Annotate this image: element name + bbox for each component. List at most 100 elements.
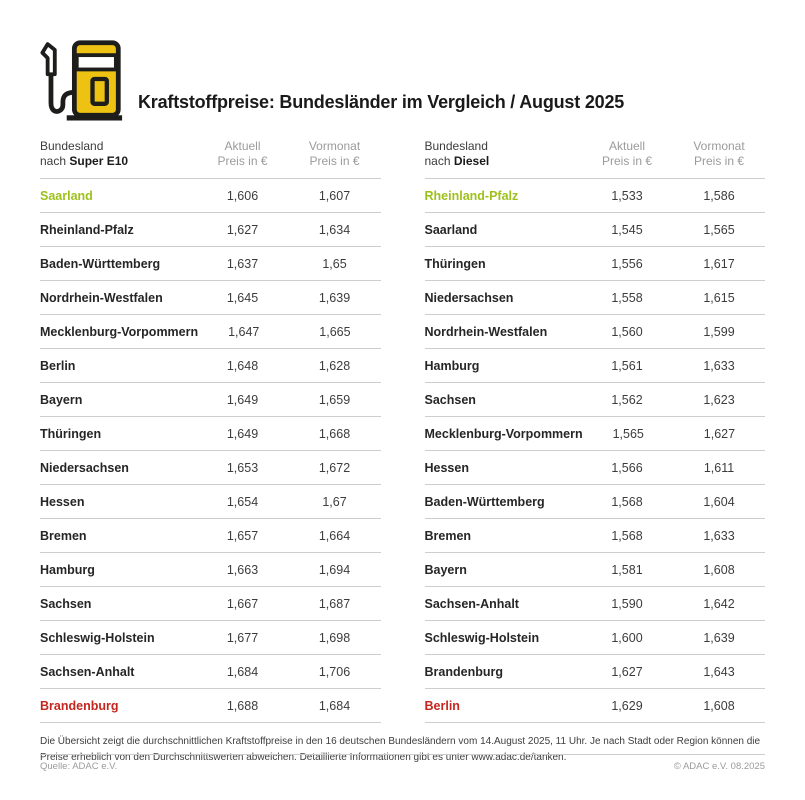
- table-row: Niedersachsen 1,653 1,672: [40, 451, 381, 485]
- table-row: Sachsen-Anhalt 1,590 1,642: [424, 587, 765, 621]
- table-row: Saarland 1,545 1,565: [424, 213, 765, 247]
- price-previous: 1,617: [703, 256, 735, 271]
- price-current: 1,637: [226, 256, 259, 271]
- table-row: Niedersachsen 1,558 1,615: [424, 281, 765, 315]
- table-diesel: Bundesland nach Diesel Aktuell Preis in …: [424, 139, 765, 723]
- column-header-state-line1: Bundesland: [424, 139, 488, 153]
- price-current: 1,560: [611, 324, 643, 339]
- table-row: Bayern 1,649 1,659: [40, 383, 381, 417]
- table-row: Hamburg 1,663 1,694: [40, 553, 381, 587]
- table-row: Baden-Württemberg 1,637 1,65: [40, 247, 381, 281]
- price-previous: 1,659: [318, 392, 351, 407]
- column-header-previous: Vormonat Preis in €: [693, 139, 745, 168]
- price-previous: 1,664: [318, 528, 351, 543]
- price-current: 1,581: [611, 562, 643, 577]
- table-rows: Rheinland-Pfalz 1,533 1,586 Saarland 1,545 1,…: [424, 179, 765, 723]
- price-current: 1,533: [611, 188, 643, 203]
- price-previous: 1,615: [703, 290, 735, 305]
- price-previous: 1,623: [703, 392, 735, 407]
- column-header-fuel-name: Diesel: [453, 154, 490, 168]
- price-current: 1,684: [226, 664, 259, 679]
- price-current: 1,627: [611, 664, 643, 679]
- column-header-fuel-prefix: nach: [40, 154, 67, 168]
- table-row: Bayern 1,581 1,608: [424, 553, 765, 587]
- fuel-pump-icon: [40, 34, 124, 129]
- price-current: 1,562: [611, 392, 643, 407]
- state-name: Brandenburg: [40, 698, 119, 713]
- price-previous: 1,633: [703, 528, 735, 543]
- price-current: 1,627: [226, 222, 259, 237]
- price-previous: 1,642: [703, 596, 735, 611]
- column-header-fuel-prefix: nach: [424, 154, 451, 168]
- state-name: Sachsen-Anhalt: [40, 664, 135, 679]
- bottom-bar: Quelle: ADAC e.V. © ADAC e.V. 08.2025: [40, 754, 765, 772]
- state-name: Bayern: [40, 392, 83, 407]
- table-rows: Saarland 1,606 1,607 Rheinland-Pfalz 1,627 1,…: [40, 179, 381, 723]
- table-row: Bremen 1,568 1,633: [424, 519, 765, 553]
- state-name: Niedersachsen: [40, 460, 129, 475]
- price-previous: 1,586: [703, 188, 735, 203]
- price-current: 1,649: [226, 392, 259, 407]
- price-previous: 1,608: [703, 562, 735, 577]
- price-previous: 1,668: [318, 426, 351, 441]
- state-name: Sachsen: [40, 596, 92, 611]
- state-name: Hamburg: [424, 358, 480, 373]
- table-row: Bremen 1,657 1,664: [40, 519, 381, 553]
- table-row: Hessen 1,654 1,67: [40, 485, 381, 519]
- price-current: 1,663: [226, 562, 259, 577]
- price-previous: 1,634: [318, 222, 351, 237]
- table-row: Nordrhein-Westfalen 1,645 1,639: [40, 281, 381, 315]
- price-current: 1,647: [228, 324, 260, 339]
- price-current: 1,568: [611, 494, 643, 509]
- price-previous: 1,628: [318, 358, 351, 373]
- state-name: Thüringen: [424, 256, 486, 271]
- table-row: Rheinland-Pfalz 1,627 1,634: [40, 213, 381, 247]
- table-row: Schleswig-Holstein 1,600 1,639: [424, 621, 765, 655]
- table-row: Schleswig-Holstein 1,677 1,698: [40, 621, 381, 655]
- state-name: Bayern: [424, 562, 467, 577]
- price-previous: 1,599: [703, 324, 735, 339]
- state-name: Sachsen: [424, 392, 476, 407]
- state-name: Mecklenburg-Vorpommern: [40, 324, 199, 339]
- table-row: Saarland 1,606 1,607: [40, 179, 381, 213]
- table-header: Bundesland nach Diesel Aktuell Preis in …: [424, 139, 765, 179]
- table-super-e10: Bundesland nach Super E10 Aktuell Preis …: [40, 139, 381, 723]
- price-current: 1,590: [611, 596, 643, 611]
- state-name: Rheinland-Pfalz: [424, 188, 519, 203]
- price-previous: 1,67: [322, 494, 347, 509]
- table-row: Thüringen 1,649 1,668: [40, 417, 381, 451]
- price-current: 1,558: [611, 290, 643, 305]
- state-name: Saarland: [40, 188, 93, 203]
- price-current: 1,566: [611, 460, 643, 475]
- price-previous: 1,607: [318, 188, 351, 203]
- price-previous: 1,694: [318, 562, 351, 577]
- price-current: 1,649: [226, 426, 259, 441]
- table-row: Thüringen 1,556 1,617: [424, 247, 765, 281]
- price-current: 1,565: [612, 426, 644, 441]
- column-header-previous: Vormonat Preis in €: [308, 139, 361, 168]
- state-name: Hessen: [40, 494, 85, 509]
- column-header-current: Aktuell Preis in €: [601, 139, 653, 168]
- price-current: 1,629: [611, 698, 643, 713]
- table-row: Berlin 1,629 1,608: [424, 689, 765, 723]
- price-previous: 1,608: [703, 698, 735, 713]
- state-name: Rheinland-Pfalz: [40, 222, 134, 237]
- table-row: Sachsen 1,562 1,623: [424, 383, 765, 417]
- price-current: 1,667: [226, 596, 259, 611]
- price-previous: 1,565: [703, 222, 735, 237]
- table-row: Mecklenburg-Vorpommern 1,647 1,665: [40, 315, 381, 349]
- page-title: Kraftstoffpreise: Bundesländer im Vergle…: [138, 92, 625, 112]
- price-current: 1,648: [226, 358, 259, 373]
- price-previous: 1,65: [322, 256, 347, 271]
- state-name: Niedersachsen: [424, 290, 514, 305]
- state-name: Schleswig-Holstein: [424, 630, 540, 645]
- table-row: Nordrhein-Westfalen 1,560 1,599: [424, 315, 765, 349]
- price-previous: 1,687: [318, 596, 351, 611]
- table-row: Brandenburg 1,627 1,643: [424, 655, 765, 689]
- price-previous: 1,627: [703, 426, 736, 441]
- price-current: 1,545: [611, 222, 643, 237]
- price-current: 1,657: [226, 528, 259, 543]
- price-previous: 1,665: [319, 324, 351, 339]
- price-current: 1,653: [226, 460, 259, 475]
- footnote: Die Übersicht zeigt die durchschnittlich…: [40, 734, 765, 766]
